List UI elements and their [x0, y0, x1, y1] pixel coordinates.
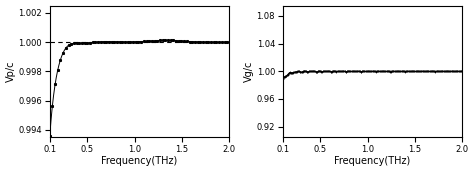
Y-axis label: Vg/c: Vg/c — [244, 61, 254, 82]
Y-axis label: Vp/c: Vp/c — [6, 61, 16, 82]
X-axis label: Frequency(THz): Frequency(THz) — [101, 157, 177, 166]
X-axis label: Frequency(THz): Frequency(THz) — [334, 157, 410, 166]
